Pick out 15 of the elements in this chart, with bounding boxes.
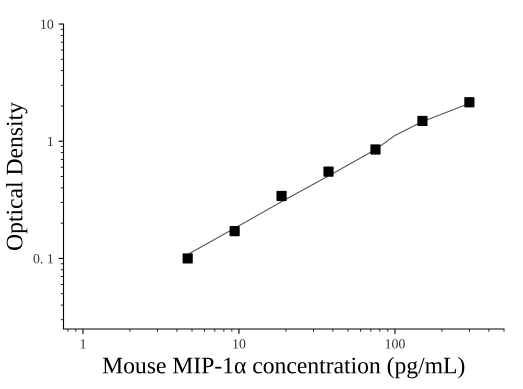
y-tick-label: 0. 1 xyxy=(33,254,53,264)
y-axis-title: Optical Density xyxy=(6,102,28,250)
y-tick-label: 1 xyxy=(48,136,53,146)
x-tick-label: 1 xyxy=(80,339,86,348)
point xyxy=(370,144,381,155)
point xyxy=(276,190,287,202)
x-tick-label: 10 xyxy=(233,339,246,348)
y-tick-label: 10 xyxy=(41,20,54,29)
x-axis-title: Mouse MIP-1α concentration (pg/mL) xyxy=(102,356,464,378)
point xyxy=(464,97,474,108)
point xyxy=(182,253,193,264)
x-tick-label: 100 xyxy=(386,339,405,348)
point xyxy=(230,226,240,236)
point xyxy=(417,116,428,126)
point xyxy=(323,166,334,177)
